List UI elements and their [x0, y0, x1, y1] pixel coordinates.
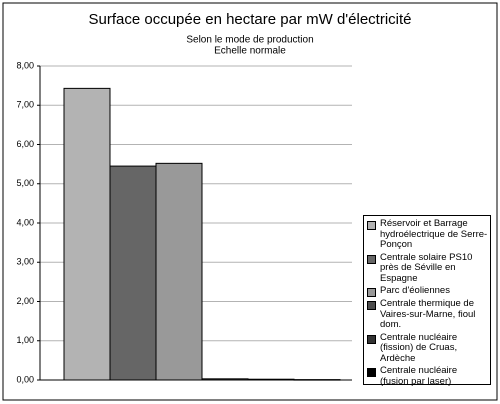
legend-swatch [367, 334, 376, 344]
chart-subtitle: Selon le mode de production [186, 35, 313, 46]
y-tick-label: 8,00 [16, 60, 34, 70]
legend-item: Centrale nucléaire (fusion par laser) [366, 365, 488, 387]
legend-label: Centrale nucléaire (fission) de Cruas, A… [380, 331, 458, 364]
bar [155, 162, 203, 381]
legend-label: Centrale solaire PS10 près de Séville en… [380, 251, 473, 284]
y-tick-label: 0,00 [16, 374, 34, 384]
legend-label: Centrale nucléaire (fusion par laser) [380, 365, 458, 387]
y-tick-label: 3,00 [16, 257, 34, 267]
legend-swatch [367, 368, 376, 377]
legend-swatch [367, 254, 376, 264]
chart-subtitle: Echelle normale [214, 46, 286, 57]
bar [109, 165, 157, 381]
legend-swatch [367, 288, 376, 297]
bar [63, 87, 111, 381]
legend: Réservoir et Barrage hydroélectrique de … [363, 215, 491, 387]
legend-item: Parc d'éoliennes [366, 285, 488, 297]
legend-swatch [367, 301, 376, 310]
legend-label: Réservoir et Barrage hydroélectrique de … [380, 218, 488, 250]
chart-title: Surface occupée en hectare par mW d'élec… [88, 11, 411, 28]
y-tick-label: 2,00 [16, 296, 34, 306]
legend-item: Centrale thermique de Vaires-sur-Marne, … [366, 298, 488, 331]
y-tick-label: 6,00 [16, 139, 34, 149]
legend-label: Parc d'éoliennes [380, 285, 450, 296]
y-tick-label: 5,00 [16, 178, 34, 188]
legend-item: Centrale solaire PS10 près de Séville en… [366, 251, 488, 285]
y-tick-label: 4,00 [16, 217, 34, 227]
legend-label: Centrale thermique de Vaires-sur-Marne, … [380, 298, 476, 330]
legend-item: Réservoir et Barrage hydroélectrique de … [366, 218, 488, 251]
legend-swatch [367, 221, 376, 230]
y-tick-label: 7,00 [16, 100, 34, 110]
y-tick-label: 1,00 [16, 335, 34, 345]
legend-item: Centrale nucléaire (fission) de Cruas, A… [366, 331, 488, 365]
